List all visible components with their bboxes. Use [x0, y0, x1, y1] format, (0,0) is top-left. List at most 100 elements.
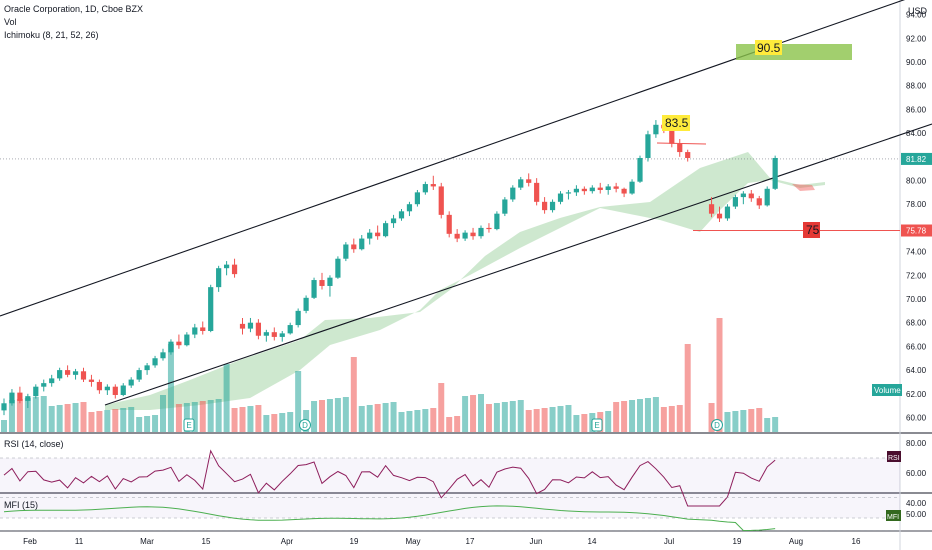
volume-bar	[708, 403, 715, 432]
volume-bar	[80, 402, 87, 432]
volume-bar	[764, 418, 771, 432]
volume-bar	[430, 408, 437, 432]
candle	[88, 374, 95, 387]
candle	[255, 319, 261, 340]
volume-bar	[732, 411, 739, 432]
target-high-highlight	[755, 40, 782, 55]
volume-bar	[136, 417, 143, 432]
candle	[390, 214, 397, 228]
price-tick-label: 64.00	[906, 366, 927, 375]
volume-bar	[207, 400, 214, 432]
volume-bar	[748, 409, 755, 432]
candle	[549, 199, 556, 213]
candle	[72, 368, 79, 380]
candle	[708, 197, 715, 218]
candle	[573, 185, 579, 196]
candle	[613, 182, 619, 193]
candle	[41, 379, 47, 392]
candle	[263, 329, 269, 342]
time-axis-label: 16	[852, 537, 861, 546]
mfi-badge	[886, 510, 901, 521]
candle	[96, 379, 102, 394]
volume-bar	[644, 398, 651, 432]
candle	[581, 186, 587, 195]
candle	[764, 186, 770, 207]
volume-bar	[112, 409, 119, 432]
candle	[184, 332, 190, 347]
candle	[748, 189, 754, 202]
svg-text:D: D	[302, 421, 308, 430]
volume-bar	[621, 401, 628, 432]
volume-bar	[255, 405, 262, 432]
volume-bar	[48, 406, 55, 432]
time-axis-label: Mar	[140, 537, 154, 546]
candle	[80, 367, 87, 382]
volume-bar	[756, 408, 763, 432]
volume-bar	[120, 408, 127, 432]
volume-bar	[24, 398, 31, 432]
volume-bar	[152, 415, 159, 432]
mfi-line	[3, 505, 776, 532]
candle	[414, 189, 420, 207]
volume-bar	[64, 404, 71, 432]
rsi-badge	[887, 451, 901, 462]
candle	[279, 330, 285, 342]
currency-label: USD	[908, 6, 928, 16]
last-price-badge-label: 81.82	[906, 155, 927, 164]
candle	[510, 185, 516, 202]
candle	[597, 182, 603, 194]
mfi-tick-label: 50.00	[906, 510, 927, 519]
candle	[144, 362, 150, 375]
volume-bar	[40, 396, 47, 432]
price-tick-label: 72.00	[906, 271, 927, 280]
ichimoku-cloud-red	[792, 184, 815, 191]
volume-badge	[872, 384, 902, 396]
volume-bar	[438, 383, 445, 432]
price-tick-label: 80.00	[906, 177, 927, 186]
candle	[454, 229, 460, 243]
mfi-badge-label: MFI	[887, 514, 899, 521]
volume-bar	[191, 402, 198, 432]
candle	[311, 277, 317, 299]
target-mid-line	[656, 142, 707, 145]
candle	[565, 189, 572, 200]
price-tick-label: 94.00	[906, 11, 927, 20]
time-axis-label: Jun	[530, 537, 543, 546]
volume-bar	[684, 344, 691, 432]
price-tick-label: 66.00	[906, 342, 927, 351]
volume-bar	[96, 411, 103, 432]
candle	[200, 321, 206, 335]
candle	[605, 184, 611, 195]
candle	[502, 197, 508, 217]
volume-bar	[533, 409, 540, 432]
volume-bar	[183, 403, 190, 432]
volume-bar	[581, 414, 588, 432]
volume-bar	[279, 413, 286, 432]
time-axis-label: Apr	[281, 537, 294, 546]
volume-bar	[128, 407, 135, 432]
volume-bar	[350, 357, 357, 432]
candle	[589, 185, 595, 194]
mfi-indicator-label: MFI (15)	[4, 500, 39, 510]
volume-bar	[605, 411, 612, 432]
volume-bar	[740, 410, 747, 432]
volume-bar	[175, 404, 182, 432]
event-marker: D	[299, 419, 311, 431]
volume-bar	[1, 420, 7, 432]
candle	[343, 242, 349, 262]
volume-bar	[56, 405, 63, 432]
volume-bar	[231, 408, 238, 432]
rsi-line	[3, 449, 776, 507]
candle	[327, 275, 333, 297]
candle	[645, 130, 651, 162]
candle	[57, 367, 63, 381]
candle	[271, 327, 277, 341]
event-marker: E	[591, 418, 603, 432]
volume-bar	[478, 394, 484, 432]
volume-bar	[8, 400, 15, 432]
volume-bar	[485, 404, 492, 432]
volume-bar	[88, 412, 95, 432]
time-axis-label: 15	[202, 537, 211, 546]
candle	[398, 208, 405, 221]
